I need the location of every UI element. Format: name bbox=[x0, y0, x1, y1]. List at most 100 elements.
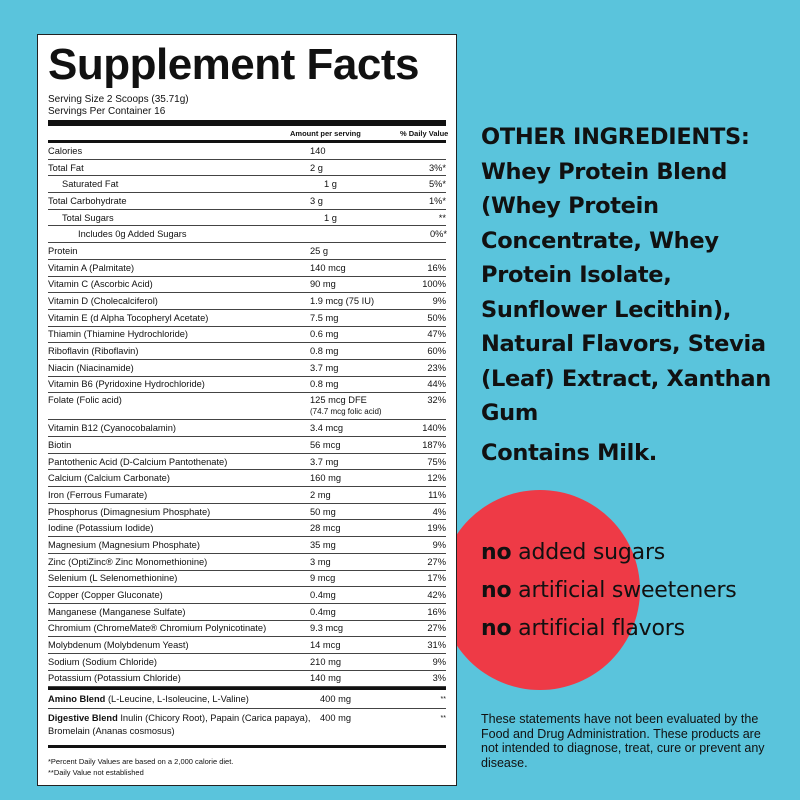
nutrient-amount: 25 g bbox=[310, 246, 400, 256]
nutrient-amount-value: 2 g bbox=[310, 162, 323, 173]
nutrient-row: Chromium (ChromeMate® Chromium Polynicot… bbox=[48, 621, 446, 638]
nutrient-amount-value: 56 mcg bbox=[310, 439, 341, 450]
claims-list: no added sugars no artificial sweeteners… bbox=[481, 534, 737, 648]
nutrient-dv: 140% bbox=[422, 423, 446, 434]
nutrient-amount: 3.4 mcg bbox=[310, 423, 400, 433]
divider-blend bbox=[48, 687, 446, 691]
nutrient-amount-value: 0.6 mg bbox=[310, 329, 339, 340]
nutrient-amount: 50 mg bbox=[310, 507, 400, 517]
digestive-blend-name: Digestive Blend bbox=[48, 713, 118, 724]
nutrient-amount: 2 mg bbox=[310, 490, 400, 500]
nutrient-name: Selenium (L Selenomethionine) bbox=[48, 573, 178, 584]
nutrient-amount: 1.9 mcg (75 IU) bbox=[310, 296, 400, 306]
nutrient-dv: 16% bbox=[427, 606, 446, 617]
nutrient-row: Riboflavin (Riboflavin) 0.8 mg 60% bbox=[48, 343, 446, 360]
nutrient-dv: 16% bbox=[427, 262, 446, 273]
red-circle-decoration bbox=[440, 490, 640, 690]
nutrient-amount-value: 35 mg bbox=[310, 539, 336, 550]
nutrient-amount-value: 14 mcg bbox=[310, 640, 341, 651]
nutrient-amount-value: 0.4mg bbox=[310, 590, 336, 601]
nutrient-dv: 3% bbox=[432, 673, 446, 684]
nutrient-amount: 140 mcg bbox=[310, 263, 400, 273]
nutrient-dv: 42% bbox=[427, 590, 446, 601]
nutrient-amount: 14 mcg bbox=[310, 640, 400, 650]
nutrient-dv: 23% bbox=[427, 362, 446, 373]
nutrient-amount: 3 mg bbox=[310, 557, 400, 567]
nutrient-row: Folate (Folic acid) 125 mcg DFE (74.7 mcg … bbox=[48, 393, 446, 421]
nutrient-dv: ** bbox=[438, 212, 446, 223]
nutrient-amount-value: 3.7 mg bbox=[310, 362, 339, 373]
nutrient-amount: 1 g bbox=[324, 213, 414, 223]
claim-prefix: no bbox=[481, 578, 512, 603]
nutrient-name: Riboflavin (Riboflavin) bbox=[48, 346, 139, 357]
nutrient-amount: 0.6 mg bbox=[310, 329, 400, 339]
nutrient-amount: 0.8 mg bbox=[310, 346, 400, 356]
nutrient-name: Vitamin A (Palmitate) bbox=[48, 262, 135, 273]
nutrient-dv: 4% bbox=[432, 506, 446, 517]
nutrient-row: Thiamin (Thiamine Hydrochloride) 0.6 mg 47… bbox=[48, 327, 446, 344]
nutrient-name: Iodine (Potassium Iodide) bbox=[48, 523, 154, 534]
nutrient-name: Total Sugars bbox=[62, 212, 114, 223]
nutrient-dv: 5%* bbox=[428, 179, 446, 190]
nutrient-row: Total Carbohydrate 3 g 1%* bbox=[48, 193, 446, 210]
nutrient-amount-value: 1 g bbox=[324, 179, 337, 190]
nutrient-amount-value: 0.8 mg bbox=[310, 379, 339, 390]
nutrient-dv: 27% bbox=[427, 556, 446, 567]
col-dv-header: % Daily Value bbox=[400, 128, 449, 138]
nutrient-amount: 160 mg bbox=[310, 473, 400, 483]
nutrient-amount: 140 bbox=[310, 146, 400, 156]
nutrient-amount: 0.8 mg bbox=[310, 379, 400, 389]
nutrient-name: Vitamin D (Cholecalciferol) bbox=[48, 296, 158, 307]
nutrient-row: Saturated Fat 1 g 5%* bbox=[48, 176, 446, 194]
nutrient-name: Copper (Copper Gluconate) bbox=[48, 590, 163, 601]
nutrient-row: Iodine (Potassium Iodide) 28 mcg 19% bbox=[48, 520, 446, 538]
nutrient-amount-value: 25 g bbox=[310, 245, 329, 256]
nutrient-name: Potassium (Potassium Chloride) bbox=[48, 673, 181, 684]
nutrient-amount-value: 1 g bbox=[324, 212, 337, 223]
nutrient-row: Molybdenum (Molybdenum Yeast) 14 mcg 31% bbox=[48, 637, 446, 654]
nutrient-name: Niacin (Niacinamide) bbox=[48, 362, 134, 373]
nutrient-row: Total Fat 2 g 3%* bbox=[48, 160, 446, 177]
nutrient-row: Total Sugars 1 g ** bbox=[48, 210, 446, 227]
nutrient-name: Biotin bbox=[48, 439, 72, 450]
nutrient-amount-value: 1.9 mcg (75 IU) bbox=[310, 296, 375, 307]
nutrient-amount-value: 3 mg bbox=[310, 556, 331, 567]
divider-thick bbox=[48, 120, 446, 126]
nutrient-row: Vitamin A (Palmitate) 140 mcg 16% bbox=[48, 260, 446, 277]
nutrient-name: Vitamin B6 (Pyridoxine Hydrochloride) bbox=[48, 379, 205, 390]
nutrient-name: Manganese (Manganese Sulfate) bbox=[48, 606, 186, 617]
nutrient-name: Saturated Fat bbox=[62, 179, 119, 190]
nutrient-amount: 56 mcg bbox=[310, 440, 400, 450]
nutrient-dv: 0%* bbox=[430, 229, 448, 240]
nutrient-amount-value: 7.5 mg bbox=[310, 312, 339, 323]
nutrient-row: Pantothenic Acid (D-Calcium Pantothenate… bbox=[48, 454, 446, 471]
nutrient-name: Vitamin E (d Alpha Tocopheryl Acetate) bbox=[48, 312, 209, 323]
nutrient-amount-sub: (74.7 mcg folic acid) bbox=[310, 407, 382, 417]
other-ingredients: OTHER INGREDIENTS: Whey Protein Blend (W… bbox=[481, 124, 771, 426]
claim-text: artificial flavors bbox=[511, 616, 685, 641]
nutrient-name: Molybdenum (Molybdenum Yeast) bbox=[48, 640, 189, 651]
nutrient-amount-value: 90 mg bbox=[310, 279, 336, 290]
nutrient-name: Protein bbox=[48, 245, 78, 256]
nutrient-amount-value: 0.8 mg bbox=[310, 346, 339, 357]
nutrient-name: Zinc (OptiZinc® Zinc Monomethionine) bbox=[48, 556, 208, 567]
nutrient-amount: 7.5 mg bbox=[310, 313, 400, 323]
nutrient-name: Sodium (Sodium Chloride) bbox=[48, 656, 158, 667]
nutrient-dv: 9% bbox=[432, 539, 446, 550]
nutrient-amount-value: 9 mcg bbox=[310, 573, 336, 584]
digestive-blend-dv: ** bbox=[440, 715, 446, 723]
nutrient-row: Protein 25 g bbox=[48, 243, 446, 260]
digestive-blend-desc: Inulin (Chicory Root), Papain (Carica pa… bbox=[48, 713, 311, 737]
nutrient-amount: 9 mcg bbox=[310, 573, 400, 583]
nutrient-dv: 11% bbox=[428, 489, 446, 500]
nutrient-amount-value: 140 mcg bbox=[310, 262, 346, 273]
claim-text: artificial sweeteners bbox=[511, 578, 737, 603]
divider-end bbox=[48, 745, 446, 749]
nutrient-name: Phosphorus (Dimagnesium Phosphate) bbox=[48, 506, 211, 517]
amino-blend-amount: 400 mg bbox=[320, 694, 352, 705]
nutrient-name: Total Carbohydrate bbox=[48, 195, 127, 206]
nutrient-row: Manganese (Manganese Sulfate) 0.4mg 16% bbox=[48, 604, 446, 621]
nutrient-amount: 3 g bbox=[310, 196, 400, 206]
nutrient-dv: 17% bbox=[427, 573, 446, 584]
nutrient-row: Magnesium (Magnesium Phosphate) 35 mg 9% bbox=[48, 537, 446, 554]
